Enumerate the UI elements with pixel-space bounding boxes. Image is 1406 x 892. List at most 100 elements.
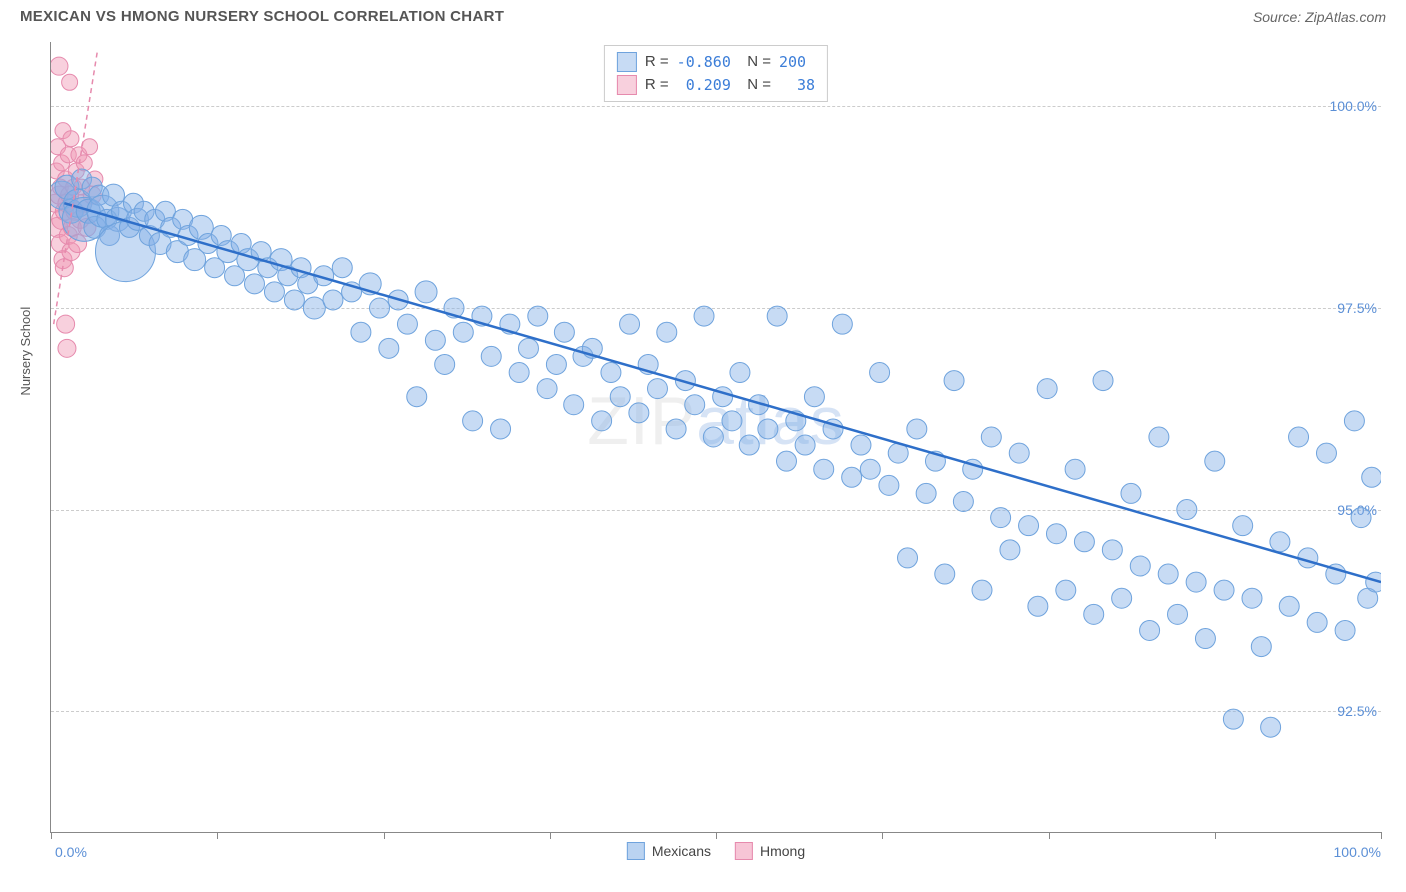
scatter-point [730,363,750,383]
scatter-point [58,339,76,357]
legend-row-mexicans: R = -0.860 N = 200 [617,51,815,74]
scatter-point [832,314,852,334]
scatter-point [620,314,640,334]
legend-label: Hmong [760,843,805,859]
scatter-point [518,338,538,358]
scatter-point [379,338,399,358]
scatter-point [509,363,529,383]
scatter-point [870,363,890,383]
chart-title: MEXICAN VS HMONG NURSERY SCHOOL CORRELAT… [20,8,504,25]
x-tick [1049,832,1050,839]
scatter-point [739,435,759,455]
y-axis-label: Nursery School [18,307,33,396]
scatter-point [1362,467,1381,487]
scatter-point [62,74,78,90]
scatter-point [629,403,649,423]
x-tick [716,832,717,839]
scatter-point [1344,411,1364,431]
scatter-point [1307,612,1327,632]
scatter-point [1335,620,1355,640]
scatter-point [610,387,630,407]
scatter-point [528,306,548,326]
scatter-point [264,282,284,302]
scatter-point [1242,588,1262,608]
scatter-point [323,290,343,310]
scatter-point [767,306,787,326]
scatter-point [1000,540,1020,560]
scatter-point [407,387,427,407]
scatter-point [814,459,834,479]
scatter-point [1251,637,1271,657]
scatter-point [1065,459,1085,479]
scatter-point [1223,709,1243,729]
scatter-point [703,427,723,447]
scatter-point [303,297,325,319]
scatter-point [1205,451,1225,471]
scatter-point [284,290,304,310]
legend-label: Mexicans [652,843,711,859]
scatter-point [370,298,390,318]
scatter-point [1351,508,1371,528]
legend-swatch [627,842,645,860]
scatter-point [916,483,936,503]
scatter-point [694,306,714,326]
scatter-point [1186,572,1206,592]
scatter-point [842,467,862,487]
scatter-point [1009,443,1029,463]
legend-swatch [735,842,753,860]
x-tick-label-right: 100.0% [1334,844,1381,860]
scatter-point [1130,556,1150,576]
scatter-point [851,435,871,455]
scatter-point [244,274,264,294]
x-tick [51,832,52,839]
scatter-plot [51,42,1381,832]
scatter-point [1279,596,1299,616]
scatter-point [657,322,677,342]
scatter-point [972,580,992,600]
legend-item: Mexicans [627,842,711,860]
scatter-point [879,475,899,495]
n-value-mexicans: 200 [779,51,806,74]
scatter-point [63,131,79,147]
scatter-point [57,315,75,333]
scatter-point [1074,532,1094,552]
scatter-point [1168,604,1188,624]
scatter-point [453,322,473,342]
x-tick [384,832,385,839]
scatter-point [907,419,927,439]
scatter-point [1149,427,1169,447]
scatter-point [776,451,796,471]
legend-bottom: Mexicans Hmong [627,842,805,860]
scatter-point [546,354,566,374]
swatch-hmong [617,75,637,95]
x-tick [882,832,883,839]
scatter-point [804,387,824,407]
r-value-hmong: 0.209 [677,74,731,97]
x-tick-label-left: 0.0% [55,844,87,860]
n-label: N = [739,51,771,74]
chart-area: ZIPatlas R = -0.860 N = 200 R = 0.209 N … [50,42,1381,833]
r-value-mexicans: -0.860 [677,51,731,74]
r-label: R = [645,51,669,74]
scatter-point [1102,540,1122,560]
legend-stats: R = -0.860 N = 200 R = 0.209 N = 38 [604,45,828,102]
scatter-point [601,363,621,383]
scatter-point [1233,516,1253,536]
x-tick [1215,832,1216,839]
scatter-point [1112,588,1132,608]
scatter-point [435,354,455,374]
scatter-point [991,508,1011,528]
scatter-point [860,459,880,479]
scatter-point [554,322,574,342]
scatter-point [935,564,955,584]
scatter-point [898,548,918,568]
scatter-point [981,427,1001,447]
scatter-point [953,491,973,511]
scatter-point [415,281,437,303]
scatter-point [1093,371,1113,391]
legend-row-hmong: R = 0.209 N = 38 [617,74,815,97]
scatter-point [944,371,964,391]
scatter-point [1316,443,1336,463]
scatter-point [1158,564,1178,584]
scatter-point [351,322,371,342]
